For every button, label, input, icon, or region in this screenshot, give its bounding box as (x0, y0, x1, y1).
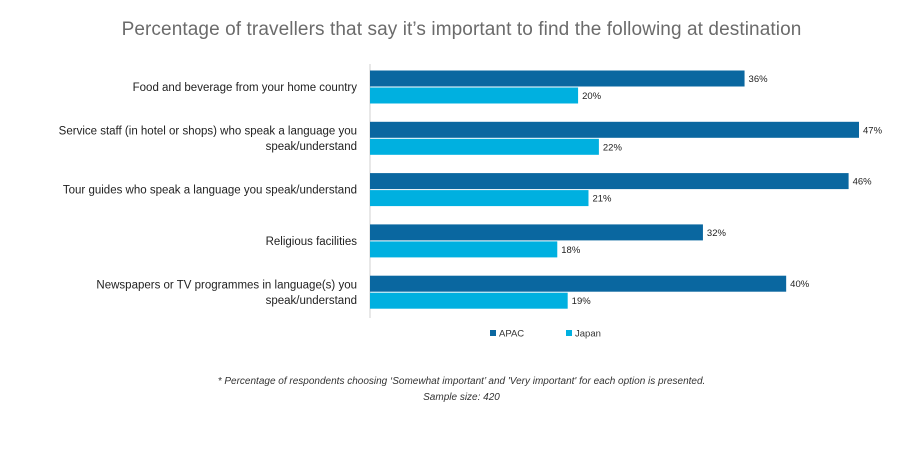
legend-swatch-apac (490, 330, 496, 336)
footnote-method: * Percentage of respondents choosing ‘So… (217, 376, 706, 387)
bar-apac (370, 70, 745, 87)
legend-swatch-japan (566, 330, 572, 336)
data-label: 21% (592, 194, 612, 205)
bar-apac (370, 224, 703, 241)
footnote-sample-size: Sample size: 420 (423, 392, 500, 403)
category-label: Tour guides who speak a language you spe… (63, 185, 357, 197)
bar-japan (370, 292, 568, 309)
category-label: Service staff (in hotel or shops) who sp… (59, 126, 357, 154)
data-label: 40% (790, 279, 810, 290)
data-label: 18% (561, 245, 581, 256)
bar-apac (370, 173, 849, 190)
data-label: 22% (603, 142, 623, 153)
data-label: 32% (707, 228, 727, 239)
bar-japan (370, 241, 558, 258)
legend-label: Japan (575, 329, 601, 340)
category-label: Newspapers or TV programmes in language(… (96, 279, 357, 307)
footnote: * Percentage of respondents choosing ‘So… (0, 376, 923, 408)
category-label: Religious facilities (266, 236, 358, 248)
legend-label: APAC (499, 329, 524, 340)
bar-apac (370, 121, 859, 138)
chart-title: Percentage of travellers that say it’s i… (121, 19, 802, 40)
bar-apac (370, 275, 787, 292)
data-label: 46% (853, 177, 873, 188)
data-label: 20% (582, 91, 602, 102)
bar-japan (370, 138, 599, 155)
bar-japan (370, 87, 579, 104)
bar-japan (370, 190, 589, 207)
data-label: 19% (572, 296, 592, 307)
data-label: 47% (863, 125, 883, 136)
category-label: Food and beverage from your home country (133, 82, 358, 94)
data-label: 36% (749, 74, 769, 85)
